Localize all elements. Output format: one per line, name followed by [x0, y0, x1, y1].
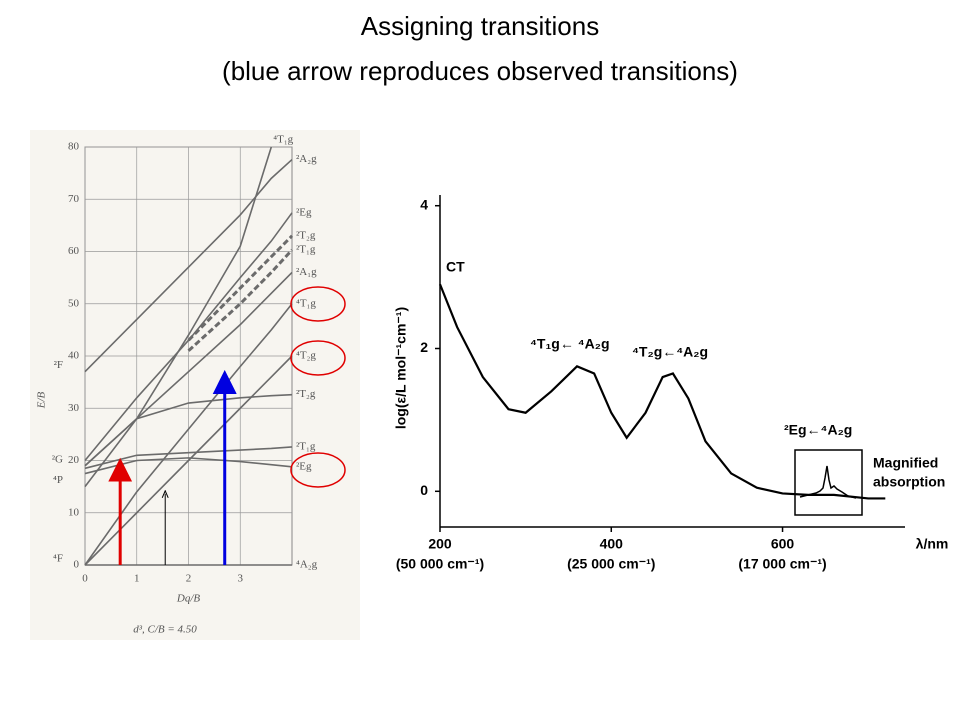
- term-label: ²F: [54, 359, 63, 371]
- subtitle: (blue arrow reproduces observed transiti…: [222, 56, 738, 86]
- series-line: [84, 158, 293, 373]
- title: Assigning transitions: [361, 11, 599, 41]
- x-tick-sublabel: (50 000 cm⁻¹): [396, 556, 484, 572]
- inset-peak: [799, 465, 857, 499]
- line-label: ²A₁g: [296, 266, 317, 278]
- tanabe-sugano-diagram: 0 10 20 30 40 50 60 70 80 0 1 2 3 Dq/B E/B d³, C/B = 4.…: [36, 134, 318, 636]
- x-tick-sublabel: (25 000 cm⁻¹): [567, 556, 655, 572]
- annotation: ⁴T₁g← ⁴A₂g: [530, 336, 610, 352]
- spectrum: 0 2 4 200 (50 000 cm⁻¹) 400 (25 000 cm⁻¹) 600 (1…: [393, 195, 949, 572]
- inset-box: [794, 449, 863, 516]
- series-line: [84, 355, 293, 566]
- series-line: [187, 248, 294, 352]
- y-tick-label: 2: [420, 339, 428, 355]
- y-tick-label: 10: [68, 506, 80, 518]
- x-tick-label: 600: [771, 536, 795, 552]
- highlight-circle: [290, 286, 346, 322]
- term-label: ⁴F: [53, 553, 63, 565]
- x-tick-label: 400: [600, 536, 624, 552]
- y-tick-label: 40: [68, 350, 80, 362]
- line-label: ⁴A₂g: [296, 559, 318, 571]
- series-line: [84, 146, 273, 488]
- y-axis-label: E/B: [36, 391, 48, 409]
- x-tick-label: 1: [134, 573, 140, 585]
- note: d³, C/B = 4.50: [133, 624, 197, 636]
- line-label: ⁴T₁g: [296, 297, 316, 309]
- x-tick-label: 0: [82, 573, 88, 585]
- series-line: [84, 212, 293, 462]
- inset-label: absorption: [873, 474, 945, 490]
- x-axis-label: λ/nm: [916, 536, 949, 552]
- y-tick-label: 4: [420, 196, 428, 212]
- y-tick-label: 50: [68, 297, 80, 309]
- annotation: ²Eg←⁴A₂g: [784, 422, 852, 438]
- y-tick-label: 0: [74, 559, 80, 571]
- y-tick-label: 70: [68, 193, 80, 205]
- series-line: [187, 234, 294, 342]
- line-label: ²T₁g: [296, 243, 316, 255]
- inset-label: Magnified: [873, 455, 938, 471]
- line-label: ²T₂g: [296, 388, 316, 400]
- line-label: ²Eg: [296, 206, 312, 218]
- term-label: ⁴P: [53, 474, 63, 486]
- x-axis-label: Dq/B: [176, 593, 201, 605]
- line-label: ²T₁g: [296, 440, 316, 452]
- line-label: ²Eg: [296, 460, 312, 472]
- x-tick-label: 200: [428, 536, 452, 552]
- y-tick-label: 60: [68, 245, 80, 257]
- x-tick-label: 2: [186, 573, 192, 585]
- y-tick-label: 20: [68, 454, 80, 466]
- y-tick-label: 0: [420, 482, 428, 498]
- annotation: CT: [446, 259, 465, 275]
- annotation: ⁴T₂g←⁴A₂g: [632, 344, 708, 360]
- series-line: [438, 283, 886, 500]
- x-tick-label: 3: [238, 573, 244, 585]
- line-label: ⁴T₂g: [296, 350, 316, 362]
- series-line: [84, 271, 293, 467]
- x-tick-sublabel: (17 000 cm⁻¹): [738, 556, 826, 572]
- series-line: [84, 446, 293, 470]
- y-tick-label: 30: [68, 402, 80, 414]
- line-label: ²A₂g: [296, 153, 317, 165]
- line-label: ²T₂g: [296, 229, 316, 241]
- y-axis-label: log(ε/L mol⁻¹cm⁻¹): [393, 307, 409, 429]
- highlight-circle: [290, 452, 346, 488]
- term-label: ²G: [52, 453, 63, 465]
- series-line: [84, 303, 293, 566]
- highlight-circle: [290, 340, 346, 376]
- line-label: ⁴T₁g: [273, 134, 293, 146]
- y-tick-label: 80: [68, 141, 80, 153]
